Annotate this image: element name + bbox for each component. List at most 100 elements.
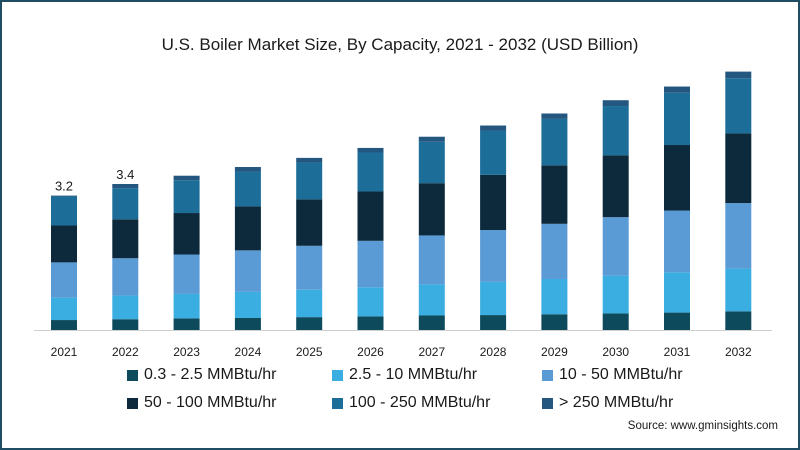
bar-segment-2031-s2 [664,210,690,273]
bar-segment-2030-s3 [602,155,629,218]
bar-segment-2028-s0 [480,315,507,330]
legend-item-5: > 250 MMBtu/hr [542,394,727,412]
bar-segment-2023-s4 [173,180,200,214]
bar-segment-2030-s4 [602,106,629,156]
bar-segment-2032-s2 [725,203,752,269]
x-tick-label-2030: 2030 [602,345,629,359]
bar-segment-2031-s5 [664,86,690,93]
x-tick-label-2021: 2021 [51,345,78,359]
bar-segment-2027-s5 [418,136,445,142]
bar-segment-2027-s2 [418,235,445,285]
bar-segment-2027-s1 [418,284,445,316]
bar-segment-2028-s4 [480,130,507,175]
legend-item-1: 2.5 - 10 MMBtu/hr [332,366,542,384]
bar-segment-2029-s5 [541,113,568,119]
legend-swatch-4 [332,397,343,409]
bar-segment-2030-s1 [602,275,629,314]
bar-segment-2025-s1 [296,289,323,318]
x-tick-label-2025: 2025 [296,345,323,359]
legend-swatch-1 [332,369,343,381]
legend-swatch-2 [542,369,553,381]
bar-segment-2024-s1 [234,291,261,318]
bar-segment-2022-s0 [112,319,139,330]
bar-segment-2028-s1 [480,281,507,316]
bar-segment-2032-s4 [725,78,752,134]
bar-segment-2027-s0 [418,315,445,330]
bar-segment-2025-s2 [296,245,323,290]
bar-segment-2022-s2 [112,258,139,296]
bar-segment-2026-s3 [357,191,384,241]
legend-label-4: 100 - 250 MMBtu/hr [349,394,491,411]
legend-label-1: 2.5 - 10 MMBtu/hr [349,366,478,383]
bar-segment-2027-s3 [418,183,445,236]
data-label-2021: 3.2 [55,179,73,194]
bar-segment-2031-s3 [664,145,690,211]
bar-segment-2029-s1 [541,278,568,315]
bar-segment-2028-s5 [480,125,507,131]
x-tick-label-2027: 2027 [418,345,445,359]
bar-segment-2031-s4 [664,92,690,146]
bar-segment-2026-s0 [357,316,384,330]
chart-legend: 0.3 - 2.5 MMBtu/hr 2.5 - 10 MMBtu/hr 10 - … [127,366,727,412]
bar-segment-2032-s5 [725,71,752,79]
bar-segment-2024-s4 [234,171,261,207]
legend-label-2: 10 - 50 MMBtu/hr [559,366,683,383]
legend-label-0: 0.3 - 2.5 MMBtu/hr [144,366,277,383]
bar-segment-2032-s0 [725,311,752,330]
bar-segment-2021-s0 [51,320,77,330]
bar-segment-2026-s5 [357,147,384,153]
x-tick-label-2029: 2029 [541,345,568,359]
bar-segment-2029-s4 [541,118,568,166]
legend-item-3: 50 - 100 MMBtu/hr [127,394,332,412]
bar-segment-2023-s2 [173,254,200,294]
bar-segment-2024-s0 [234,317,261,330]
bar-segment-2021-s3 [51,225,77,263]
bar-segment-2030-s2 [602,217,629,276]
bar-segment-2021-s2 [51,262,77,298]
bar-segment-2027-s4 [418,141,445,184]
legend-swatch-5 [542,397,553,409]
legend-item-2: 10 - 50 MMBtu/hr [542,366,727,384]
bar-segment-2022-s4 [112,188,139,220]
bar-segment-2028-s2 [480,230,507,282]
legend-swatch-0 [127,369,138,381]
bar-segment-2021-s5 [51,195,77,197]
x-tick-label-2028: 2028 [480,345,507,359]
bar-segment-2029-s2 [541,223,568,279]
legend-label-5: > 250 MMBtu/hr [559,394,674,411]
bar-segment-2023-s5 [173,175,200,181]
x-tick-label-2031: 2031 [664,345,691,359]
bar-segment-2028-s3 [480,174,507,231]
bar-segment-2029-s3 [541,165,568,224]
legend-swatch-3 [127,397,138,409]
bar-segment-2022-s5 [112,184,139,189]
source-note: Source: www.gminsights.com [627,420,778,432]
bar-segment-2023-s0 [173,318,200,330]
bar-segment-2022-s3 [112,219,139,259]
x-tick-label-2024: 2024 [235,345,262,359]
bar-segment-2025-s4 [296,162,323,200]
bar-segment-2025-s0 [296,317,323,330]
bar-segment-2030-s0 [602,313,629,330]
x-tick-label-2032: 2032 [725,345,752,359]
bar-segment-2026-s4 [357,152,384,192]
bar-segment-2029-s0 [541,314,568,330]
bar-segment-2023-s1 [173,293,200,319]
bar-segment-2030-s5 [602,100,629,107]
bar-segment-2024-s3 [234,206,261,251]
bar-segment-2024-s2 [234,250,261,292]
bar-segment-2021-s4 [51,196,77,226]
legend-item-0: 0.3 - 2.5 MMBtu/hr [127,366,332,384]
bar-segment-2026-s2 [357,240,384,288]
bar-segment-2024-s5 [234,167,261,172]
legend-label-3: 50 - 100 MMBtu/hr [144,394,277,411]
bar-segment-2021-s1 [51,297,77,321]
x-tick-label-2022: 2022 [112,345,139,359]
bar-segment-2026-s1 [357,287,384,317]
legend-item-4: 100 - 250 MMBtu/hr [332,394,542,412]
bar-segment-2031-s1 [664,272,690,313]
bar-segment-2023-s3 [173,213,200,255]
bar-segment-2022-s1 [112,295,139,320]
